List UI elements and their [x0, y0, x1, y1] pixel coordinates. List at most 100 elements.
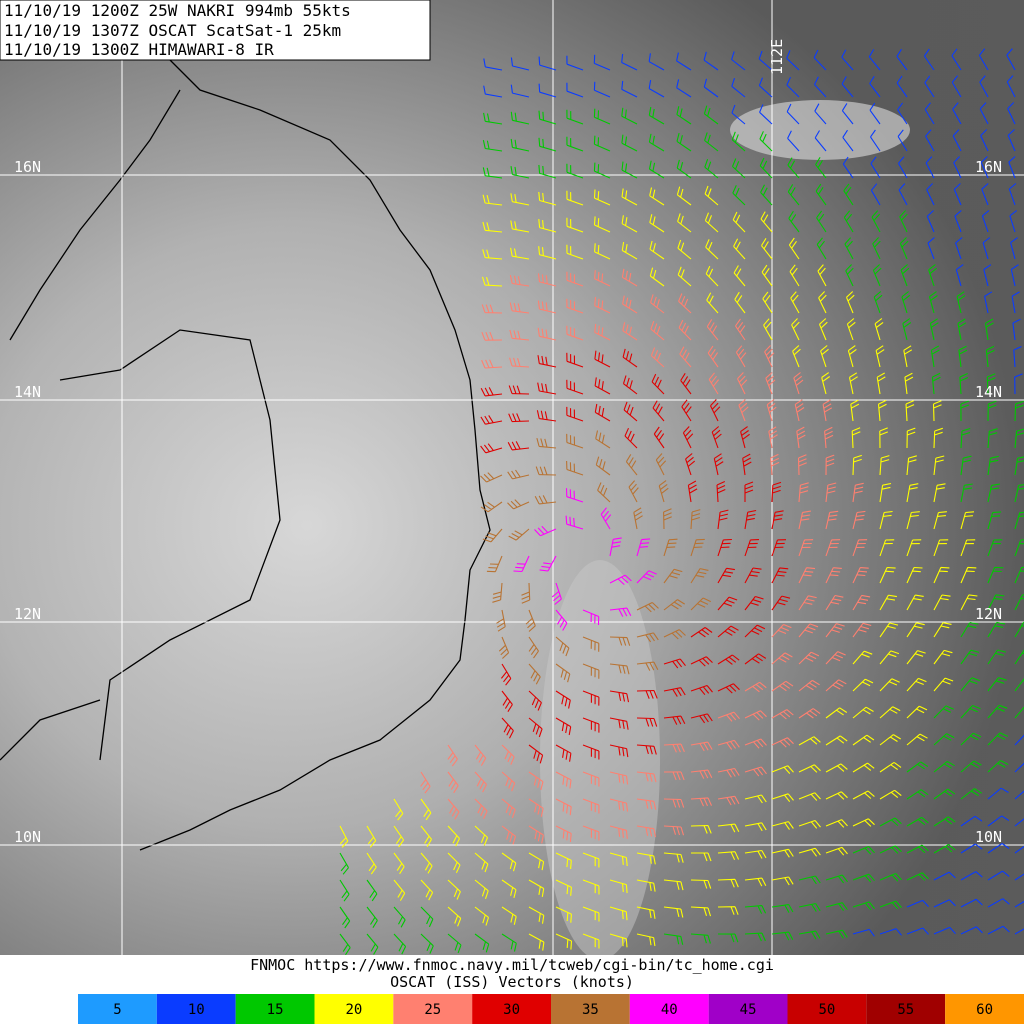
wind-barb [474, 798, 488, 820]
wind-barb [582, 798, 600, 814]
wind-barb [760, 184, 773, 206]
wind-barb [852, 454, 862, 476]
wind-barb [814, 130, 827, 152]
wind-barb [555, 798, 572, 816]
wind-barb [594, 377, 611, 395]
wind-barb [595, 430, 611, 449]
wind-barb [789, 264, 800, 287]
wind-barb [420, 852, 433, 874]
wind-barb [676, 159, 692, 179]
wind-barb [528, 825, 544, 844]
wind-barb [486, 555, 503, 573]
wind-barb [771, 931, 794, 941]
wind-barb [906, 761, 929, 773]
wind-barb [744, 595, 764, 611]
wind-barb [798, 539, 814, 557]
wind-barb [481, 276, 503, 287]
wind-barb [987, 760, 1009, 773]
wind-barb [525, 609, 536, 632]
wind-barb [717, 538, 732, 557]
wind-barb [933, 788, 956, 800]
wind-barb [521, 582, 531, 604]
wind-barb [621, 161, 638, 179]
wind-barb [474, 933, 490, 953]
lat-label: 12N [14, 605, 41, 623]
wind-barb [366, 879, 378, 902]
wind-barb [501, 771, 516, 792]
wind-barb [690, 797, 713, 807]
wind-barb [501, 879, 517, 899]
wind-barb [960, 400, 970, 422]
wind-barb [690, 538, 705, 557]
wind-barb [876, 372, 886, 395]
wind-barb [960, 788, 982, 800]
wind-barb [960, 926, 983, 935]
wind-barb [744, 710, 767, 721]
wind-barb [622, 322, 638, 341]
wind-barb [896, 48, 908, 71]
wind-barb [899, 210, 908, 233]
wind-barb [906, 816, 929, 827]
wind-barb [537, 327, 557, 341]
wind-barb [870, 183, 881, 206]
wind-barb [648, 160, 665, 179]
wind-barb [960, 483, 973, 503]
wind-barb [771, 904, 794, 913]
wind-barb [582, 771, 600, 787]
wind-barb [744, 624, 766, 638]
wind-barb [566, 109, 584, 125]
wind-barb [933, 511, 947, 530]
wind-barb [339, 852, 349, 875]
wind-barb [551, 582, 562, 605]
wind-barb [879, 678, 900, 692]
wind-barb [676, 106, 692, 125]
wind-barb [960, 621, 979, 638]
wind-barb [528, 663, 541, 685]
wind-barb [879, 928, 902, 936]
lat-label: 14N [14, 383, 41, 401]
wind-barb [663, 658, 686, 669]
wind-barb [676, 186, 692, 206]
wind-barb [651, 373, 665, 395]
wind-barb [663, 568, 683, 584]
wind-barb [555, 906, 572, 923]
wind-barb [566, 271, 584, 287]
wind-barb [933, 705, 954, 719]
wind-barb [582, 609, 600, 626]
wind-barb [1010, 237, 1018, 260]
legend-label: 60 [976, 1002, 993, 1018]
wind-barb [825, 791, 848, 800]
wind-barb [731, 104, 746, 125]
wind-barb [788, 210, 800, 233]
wind-barb [717, 654, 740, 665]
wind-barb [798, 510, 811, 530]
wind-barb [678, 293, 692, 314]
wind-barb [960, 594, 978, 611]
footer-line: OSCAT (ISS) Vectors (knots) [390, 973, 634, 991]
wind-barb [636, 570, 657, 584]
wind-barb [528, 744, 544, 764]
wind-barb [482, 194, 503, 206]
wind-barb [1014, 400, 1024, 422]
wind-barb [510, 166, 530, 179]
wind-barb [960, 704, 981, 719]
wind-barb [929, 318, 939, 341]
wind-barb [744, 766, 767, 777]
wind-barb [960, 871, 983, 881]
wind-barb [717, 851, 740, 861]
footer-line: FNMOC https://www.fnmoc.navy.mil/tcweb/c… [250, 956, 774, 974]
wind-barb [955, 264, 964, 287]
wind-barb [982, 237, 991, 260]
wind-barb [636, 602, 659, 613]
wind-barb [566, 136, 584, 152]
wind-barb [1014, 845, 1024, 854]
wind-barb [366, 852, 377, 875]
wind-barb [825, 454, 835, 476]
wind-barb [798, 567, 816, 584]
wind-barb [987, 732, 1009, 746]
wind-barb [987, 870, 1010, 881]
wind-barb [582, 663, 600, 679]
wind-barb [987, 649, 1007, 665]
wind-barb [480, 472, 503, 483]
